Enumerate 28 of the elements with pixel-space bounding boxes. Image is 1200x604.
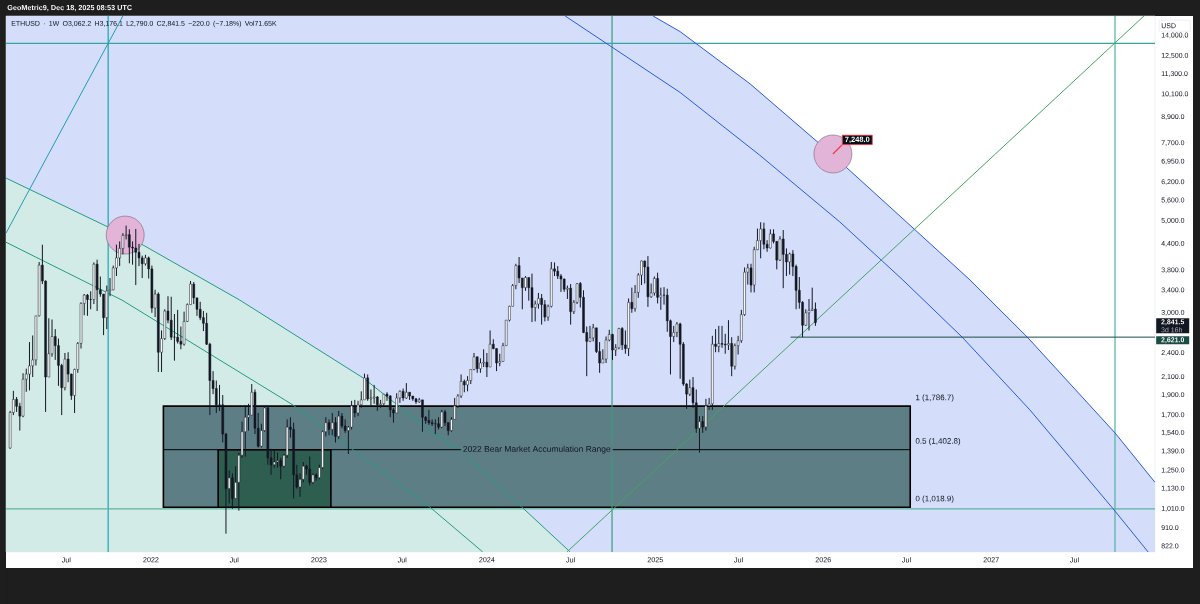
candlestick [173, 313, 176, 362]
candlestick [653, 276, 656, 297]
candlestick [769, 228, 772, 249]
candlestick [337, 410, 340, 440]
candlestick [611, 333, 614, 361]
candlestick [86, 293, 89, 317]
candlestick [717, 325, 721, 353]
candlestick [279, 457, 282, 480]
candlestick [569, 283, 572, 326]
line-series [6, 241, 484, 552]
candlestick [331, 412, 334, 436]
candlestick [495, 348, 498, 372]
candlestick [134, 228, 138, 286]
candlestick [350, 400, 353, 430]
candlestick [814, 302, 817, 327]
candlestick [434, 418, 437, 435]
candlestick [327, 418, 331, 436]
series-label: 2022 Bear Market Accumulation Range [463, 445, 611, 454]
candlestick [334, 416, 337, 443]
candlestick [530, 273, 534, 323]
candlestick [128, 228, 131, 264]
candlestick [366, 373, 369, 402]
candlestick [372, 384, 376, 405]
candlestick [759, 221, 762, 259]
candlestick [244, 405, 247, 458]
candlestick [781, 229, 785, 289]
candlestick [421, 399, 424, 433]
candlestick [540, 293, 543, 326]
